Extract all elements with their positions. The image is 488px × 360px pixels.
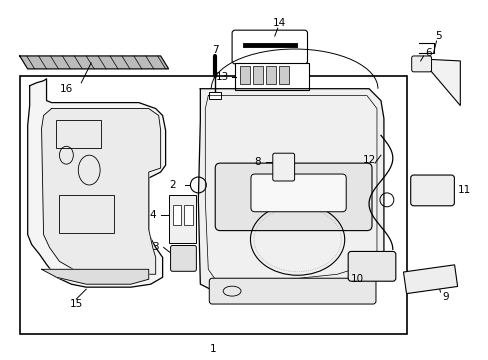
FancyBboxPatch shape xyxy=(240,66,249,84)
Text: 11: 11 xyxy=(457,185,470,195)
Polygon shape xyxy=(20,56,168,69)
Text: 3: 3 xyxy=(152,243,159,252)
Text: 15: 15 xyxy=(70,299,83,309)
FancyBboxPatch shape xyxy=(252,66,263,84)
Bar xyxy=(20,76,406,334)
FancyBboxPatch shape xyxy=(265,66,275,84)
Text: 8: 8 xyxy=(254,157,261,167)
Text: 6: 6 xyxy=(425,48,431,58)
FancyBboxPatch shape xyxy=(347,251,395,281)
Polygon shape xyxy=(403,265,457,294)
Polygon shape xyxy=(420,59,459,105)
FancyBboxPatch shape xyxy=(170,246,196,271)
Text: 9: 9 xyxy=(441,292,448,302)
Text: 7: 7 xyxy=(211,45,218,55)
Text: 14: 14 xyxy=(272,18,286,28)
Bar xyxy=(184,205,193,225)
FancyBboxPatch shape xyxy=(215,163,371,231)
FancyBboxPatch shape xyxy=(235,63,309,90)
Text: 5: 5 xyxy=(434,31,441,41)
Bar xyxy=(209,92,221,99)
FancyBboxPatch shape xyxy=(410,175,453,206)
FancyBboxPatch shape xyxy=(209,278,375,304)
Bar xyxy=(56,121,101,148)
FancyBboxPatch shape xyxy=(232,30,307,64)
Bar xyxy=(60,195,114,233)
Text: 4: 4 xyxy=(149,210,156,220)
Text: 13: 13 xyxy=(215,72,228,82)
Bar xyxy=(168,195,196,243)
Text: 16: 16 xyxy=(60,84,73,94)
Text: 1: 1 xyxy=(209,344,216,354)
Bar xyxy=(172,205,181,225)
Text: 10: 10 xyxy=(350,274,363,284)
FancyBboxPatch shape xyxy=(272,153,294,181)
Text: 12: 12 xyxy=(362,155,375,165)
FancyBboxPatch shape xyxy=(411,56,431,72)
Polygon shape xyxy=(198,89,383,291)
Polygon shape xyxy=(28,79,165,287)
Polygon shape xyxy=(41,109,161,274)
FancyBboxPatch shape xyxy=(278,66,288,84)
Polygon shape xyxy=(41,269,148,284)
Text: 2: 2 xyxy=(169,180,176,190)
FancyBboxPatch shape xyxy=(250,174,346,212)
